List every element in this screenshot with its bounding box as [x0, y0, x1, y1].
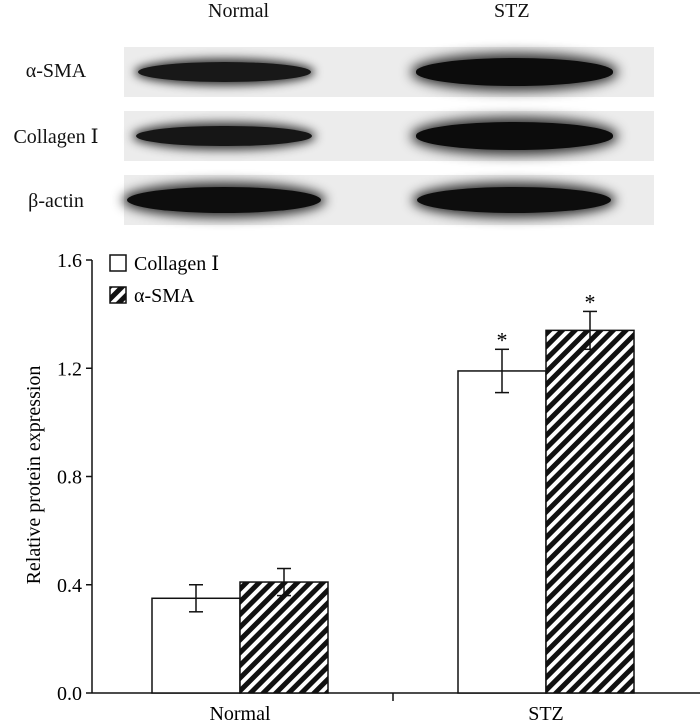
y-tick-label: 0.0: [57, 683, 82, 705]
significance-marker: *: [585, 289, 596, 314]
blot-strip: [124, 47, 654, 97]
blot-row-label: β-actin: [28, 190, 84, 212]
western-blot-panel: Normal STZ α-SMA Collagen Ⅰ β-actin: [0, 0, 700, 240]
legend-label-asma: α-SMA: [134, 285, 195, 307]
blot-band: [417, 186, 611, 214]
x-tick-label: STZ: [528, 703, 564, 720]
blot-band: [127, 186, 321, 214]
bar: [545, 329, 635, 694]
y-axis-title: Relative protein expression: [23, 366, 45, 585]
bar: [457, 370, 547, 694]
y-tick-label: 1.6: [57, 250, 82, 272]
blot-row-label: Collagen Ⅰ: [13, 126, 99, 148]
significance-marker: *: [497, 327, 508, 352]
legend: Collagen Ⅰ α-SMA: [109, 253, 219, 307]
x-tick-label: Normal: [209, 703, 271, 720]
bar: [239, 581, 329, 694]
y-tick-label: 0.8: [57, 467, 82, 489]
bar-chart: 0.0 0.4 0.8 1.2 1.6 Normal STZ * * Relative pro…: [23, 250, 700, 720]
blot-lane-label-stz: STZ: [494, 0, 530, 22]
y-tick-label: 0.4: [57, 575, 82, 597]
blot-band: [137, 62, 311, 82]
legend-swatch-asma: [109, 286, 127, 304]
legend-label-collagen: Collagen Ⅰ: [134, 253, 219, 275]
y-tick-label: 1.2: [57, 358, 82, 380]
blot-band: [136, 125, 312, 147]
blot-row-label: α-SMA: [25, 60, 87, 82]
bar: [151, 597, 241, 694]
blot-band: [415, 122, 613, 150]
blot-lane-label-normal: Normal: [208, 0, 270, 22]
blot-strip: [124, 175, 654, 225]
blot-strip: [124, 111, 654, 161]
legend-swatch-collagen: [109, 254, 127, 272]
blot-band: [415, 58, 613, 86]
